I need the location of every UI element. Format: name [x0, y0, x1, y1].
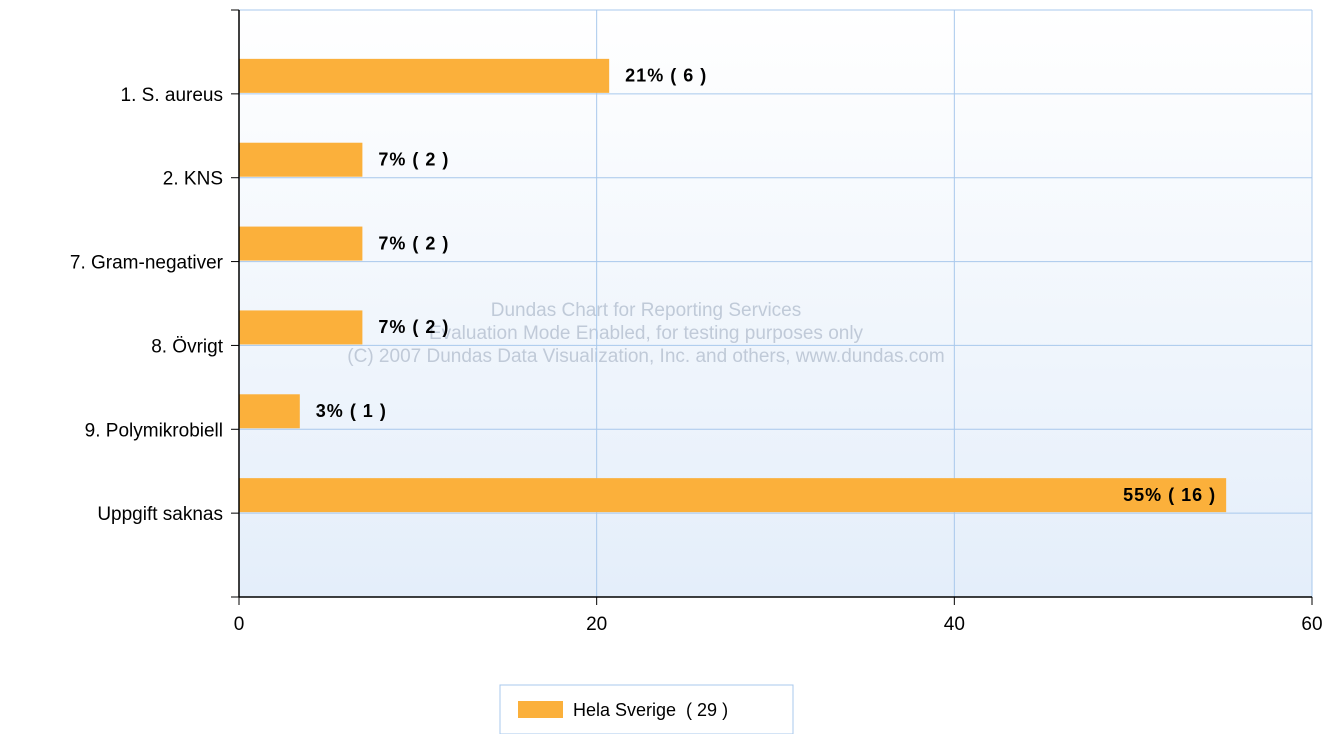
value-label: 3% ( 1 ) — [316, 401, 387, 421]
watermark: Dundas Chart for Reporting Services — [491, 300, 801, 321]
value-label: 55% ( 16 ) — [1123, 485, 1216, 505]
y-tick-label: 8. Övrigt — [151, 336, 224, 357]
bar — [239, 394, 300, 429]
y-tick-label: Uppgift saknas — [97, 504, 223, 525]
x-tick-label: 60 — [1301, 614, 1322, 635]
watermark: Evaluation Mode Enabled, for testing pur… — [429, 323, 864, 344]
bar — [239, 142, 363, 177]
y-tick-label: 2. KNS — [163, 169, 223, 190]
y-tick-label: 1. S. aureus — [121, 85, 223, 106]
x-tick-label: 20 — [586, 614, 607, 635]
value-label: 7% ( 2 ) — [378, 233, 449, 253]
y-tick-label: 7. Gram-negativer — [70, 253, 224, 274]
bar — [239, 310, 363, 345]
value-label: 7% ( 2 ) — [378, 317, 449, 337]
watermark: (C) 2007 Dundas Data Visualization, Inc.… — [347, 346, 944, 367]
legend-label: Hela Sverige ( 29 ) — [573, 700, 728, 720]
y-tick-label: 9. Polymikrobiell — [85, 420, 223, 441]
x-tick-label: 0 — [234, 614, 245, 635]
x-tick-label: 40 — [944, 614, 965, 635]
bar — [239, 478, 1227, 513]
bar — [239, 58, 610, 93]
value-label: 7% ( 2 ) — [378, 149, 449, 169]
value-label: 21% ( 6 ) — [625, 66, 707, 86]
legend-swatch — [518, 701, 563, 718]
bar — [239, 226, 363, 261]
